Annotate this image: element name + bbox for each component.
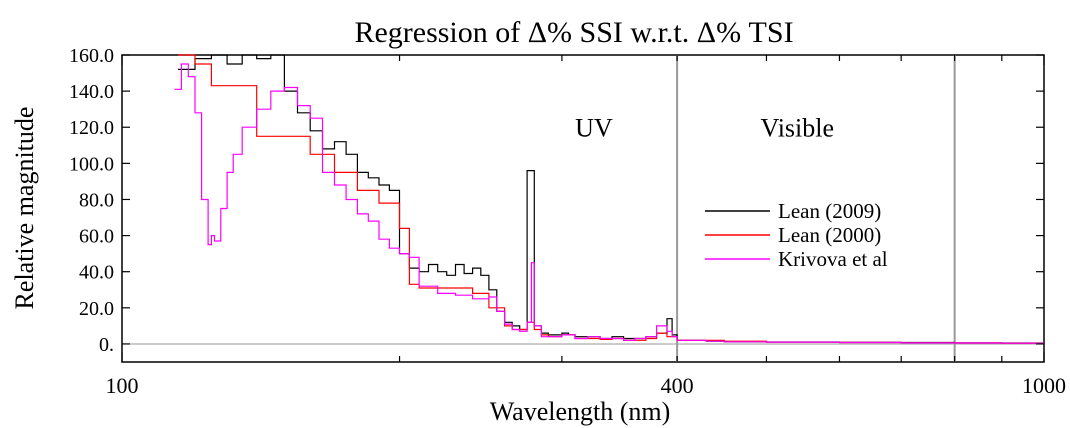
region-label-1: Visible <box>760 113 834 142</box>
y-tick-label-6: 40.0 <box>79 262 114 284</box>
x-tick-label-0: 100 <box>106 373 139 398</box>
y-tick-label-8: 0. <box>99 334 114 356</box>
y-tick-label-4: 80.0 <box>79 189 114 211</box>
chart-title: Regression of Δ% SSI w.r.t. Δ% TSI <box>354 16 793 49</box>
y-tick-label-2: 120.0 <box>69 117 114 139</box>
y-axis: 160.0 140.0 120.0 100.0 80.0 60.0 40.0 20.0 0. <box>69 45 1044 356</box>
legend-label-2: Krivova et al <box>778 247 888 271</box>
legend-label-0: Lean (2009) <box>778 199 881 223</box>
y-tick-label-1: 140.0 <box>69 81 114 103</box>
x-tick-label-2: 1000 <box>1022 373 1066 398</box>
y-tick-label-5: 60.0 <box>79 226 114 248</box>
plot-frame <box>121 54 1045 363</box>
x-axis-label: Wavelength (nm) <box>490 397 671 426</box>
series-layer <box>174 54 1044 344</box>
y-tick-label-7: 20.0 <box>79 298 114 320</box>
series-line-0 <box>178 54 1044 344</box>
x-tick-label-1: 400 <box>661 373 694 398</box>
series-line-1 <box>178 54 1044 344</box>
y-tick-label-0: 160.0 <box>69 45 114 67</box>
legend-label-1: Lean (2000) <box>778 223 881 247</box>
series-line-2 <box>174 63 1044 344</box>
vline-layer <box>676 55 956 362</box>
y-axis-label: Relative magnitude <box>10 107 39 310</box>
region-label-0: UV <box>575 113 613 142</box>
plot-area: UV Visible <box>121 54 1045 363</box>
x-axis: 100 400 1000 <box>106 55 1066 398</box>
legend: Lean (2009)Lean (2000)Krivova et al <box>705 199 888 271</box>
y-tick-label-3: 100.0 <box>69 153 114 175</box>
region-label-layer: UV Visible <box>575 113 834 142</box>
